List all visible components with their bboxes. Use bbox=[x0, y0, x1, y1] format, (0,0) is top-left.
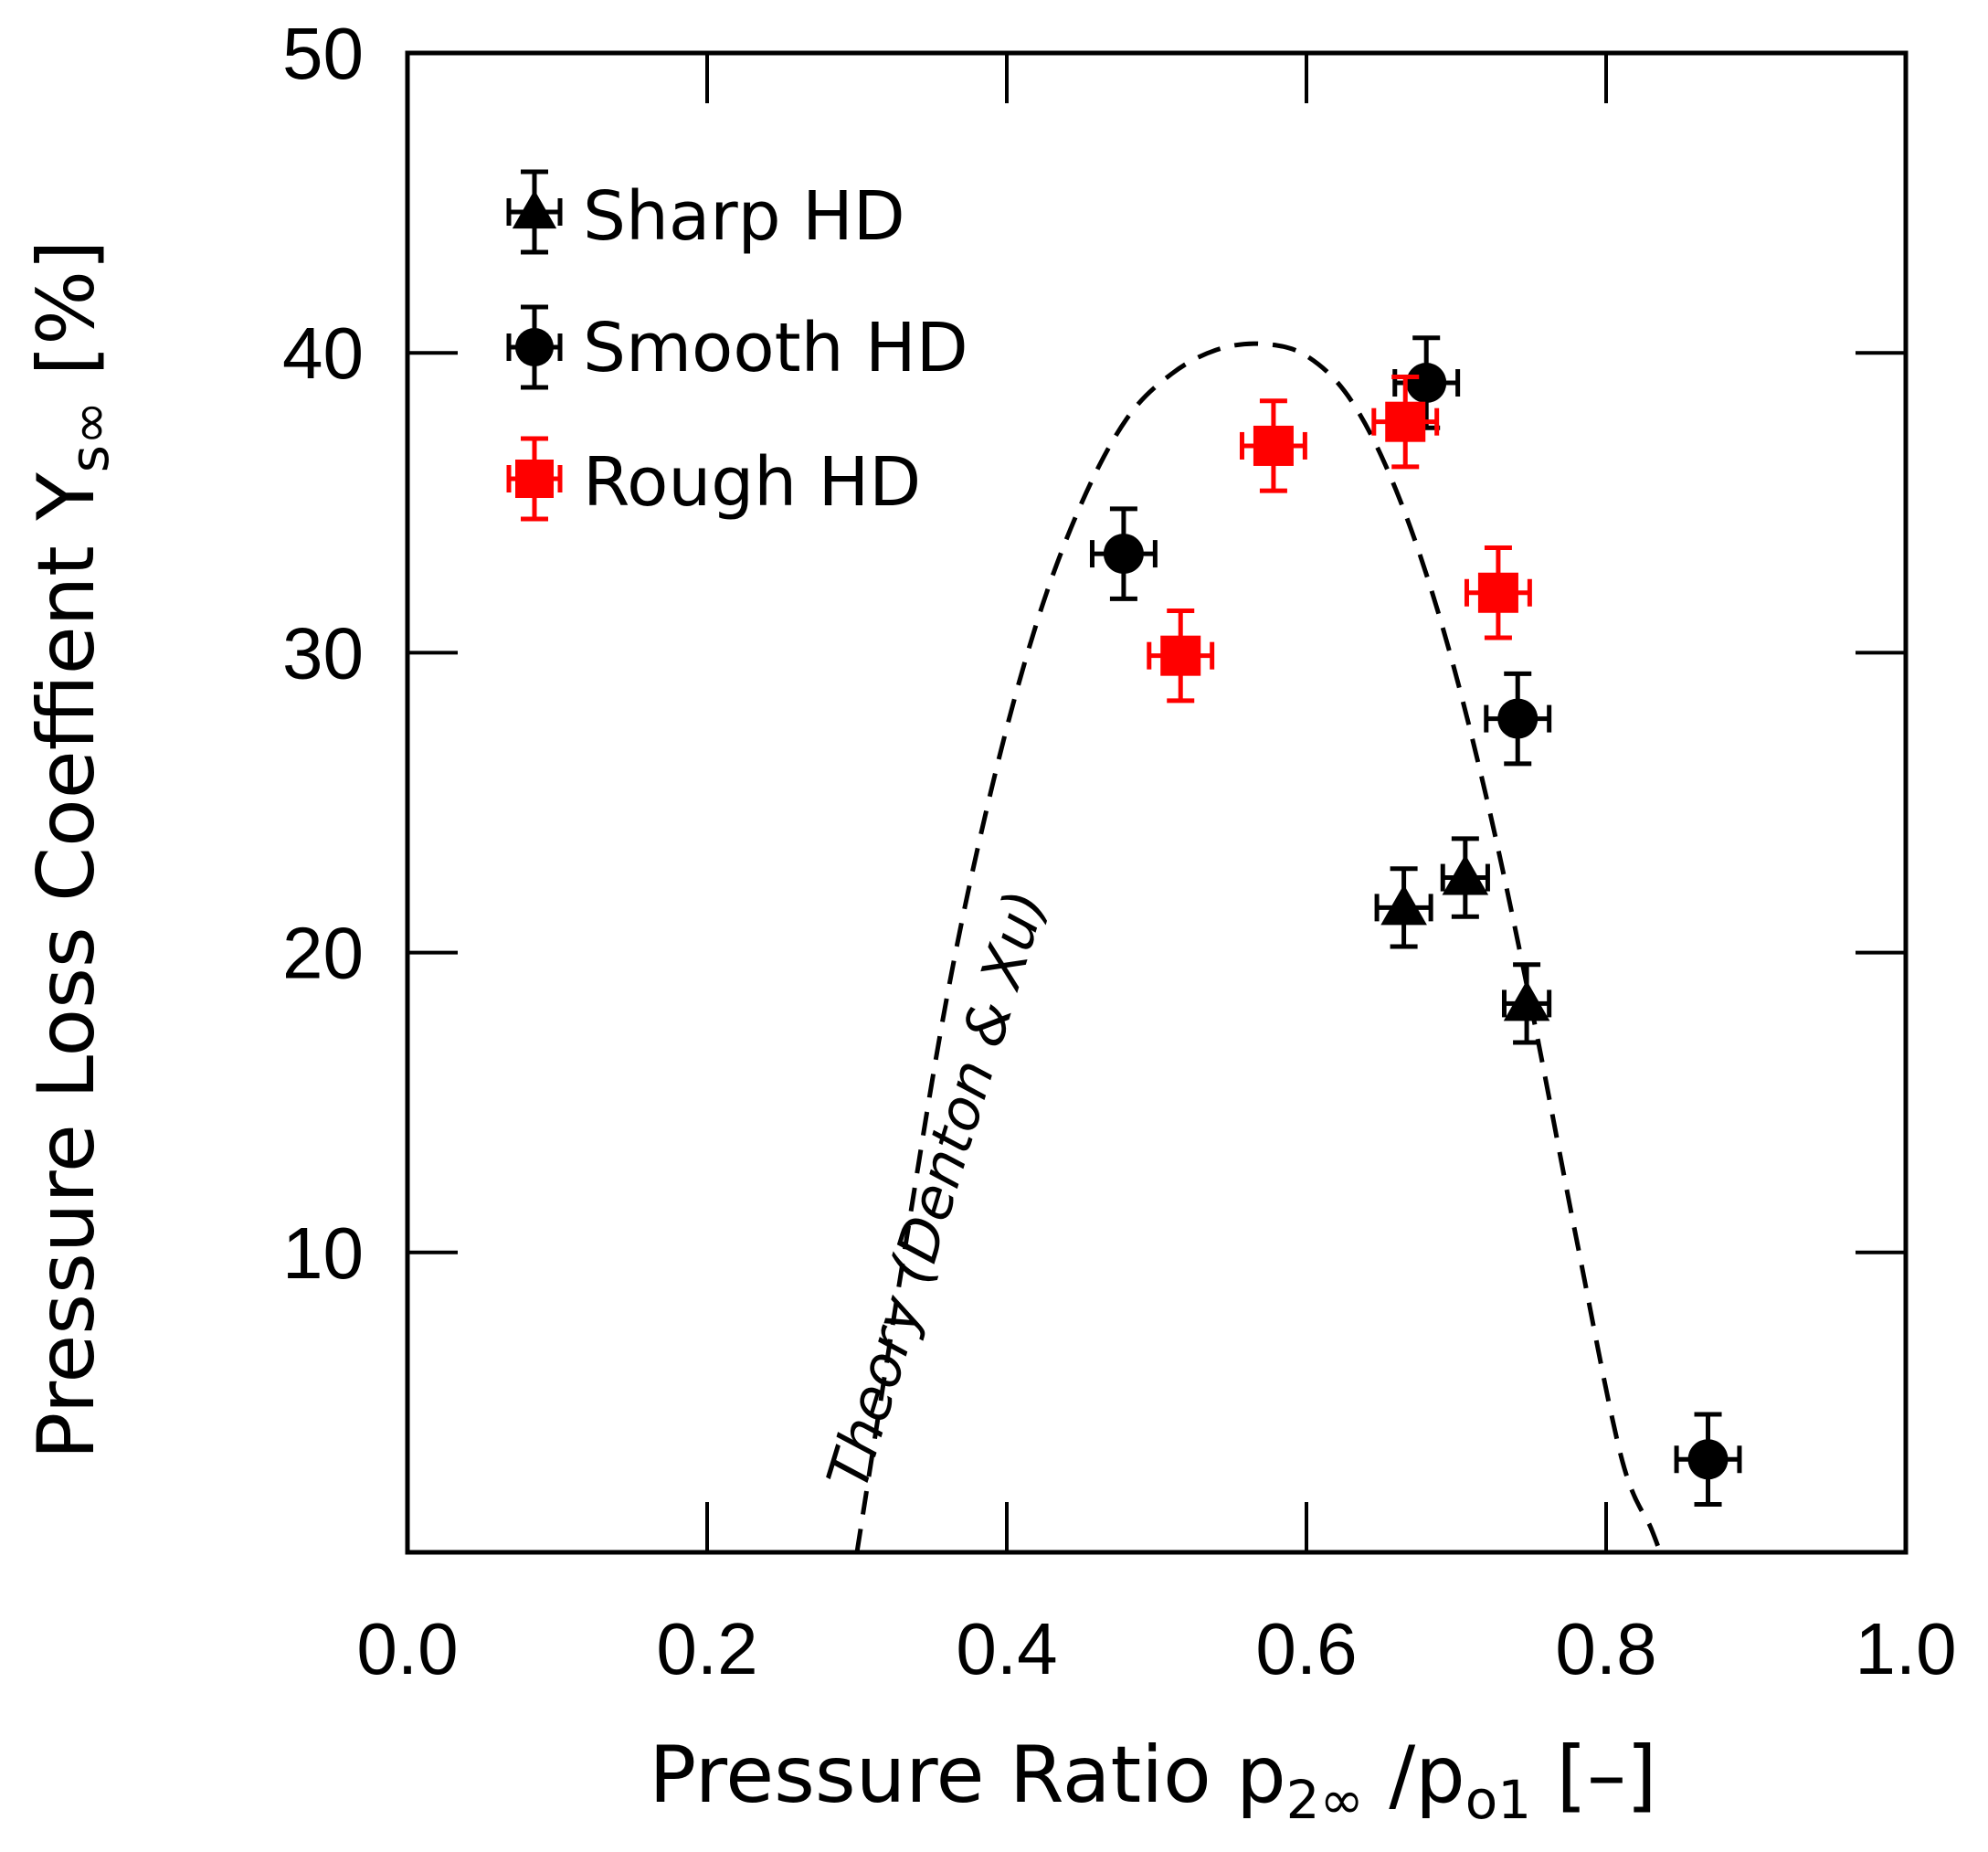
x-tick-label: 0.2 bbox=[656, 1608, 757, 1689]
y-axis-label: Pressure Loss Coeffient Ys∞ [%] bbox=[21, 240, 121, 1460]
smooth-hd-point bbox=[1674, 1412, 1742, 1507]
legend bbox=[506, 169, 563, 522]
rough-hd-point bbox=[1239, 398, 1307, 493]
data-markers bbox=[1089, 335, 1742, 1507]
legend-rough-hd-marker bbox=[515, 460, 554, 498]
theory-curve bbox=[854, 341, 1663, 1553]
sharp-hd-point bbox=[1501, 962, 1552, 1045]
y-tick-label: 20 bbox=[282, 913, 364, 994]
legend-sharp-hd-marker bbox=[512, 189, 557, 229]
legend-label-smooth-hd: Smooth HD bbox=[583, 309, 968, 387]
rough-hd-point bbox=[1147, 608, 1215, 704]
x-tick-label: 0.6 bbox=[1255, 1608, 1357, 1689]
sharp-hd-point bbox=[1440, 836, 1490, 919]
legend-smooth-hd-symbol bbox=[506, 304, 563, 390]
y-tick-label: 10 bbox=[282, 1212, 364, 1294]
legend-sharp-hd-symbol bbox=[506, 169, 563, 255]
x-axis-label-main: Pressure Ratio p bbox=[649, 1730, 1285, 1821]
x-axis-label-tail: [–] bbox=[1531, 1730, 1656, 1821]
legend-rough-hd-symbol bbox=[506, 436, 563, 522]
x-axis-label: Pressure Ratio p2∞ /po1 [–] bbox=[649, 1730, 1656, 1831]
rough-hd-marker bbox=[1160, 635, 1201, 676]
smooth-hd-marker bbox=[1406, 363, 1447, 404]
y-axis-label-tail: [%] bbox=[21, 240, 112, 401]
sharp-hd-marker bbox=[1503, 980, 1550, 1021]
rough-hd-marker bbox=[1253, 425, 1294, 466]
legend-label-sharp-hd: Sharp HD bbox=[583, 177, 905, 256]
y-axis-label-main: Pressure Loss Coeffient Y bbox=[21, 472, 112, 1460]
sharp-hd-marker bbox=[1442, 854, 1489, 895]
x-tick-label: 0.0 bbox=[356, 1608, 458, 1689]
smooth-hd-marker bbox=[1497, 698, 1539, 739]
sharp-hd-point bbox=[1374, 866, 1433, 949]
x-tick-label: 1.0 bbox=[1855, 1608, 1956, 1689]
x-axis-label-sub1: 2∞ bbox=[1286, 1769, 1364, 1831]
x-axis-label-mid: /p bbox=[1364, 1730, 1465, 1821]
y-tick-label: 30 bbox=[282, 612, 364, 693]
tick-labels: 0.0 0.2 0.4 0.6 0.8 1.0 10 20 30 40 50 bbox=[282, 13, 1957, 1689]
legend-label-rough-hd: Rough HD bbox=[583, 443, 921, 522]
smooth-hd-marker bbox=[1103, 534, 1144, 575]
smooth-hd-point bbox=[1089, 506, 1158, 601]
legend-smooth-hd-marker bbox=[515, 328, 554, 366]
rough-hd-point bbox=[1464, 545, 1532, 640]
rough-hd-marker bbox=[1385, 401, 1426, 442]
x-tick-label: 0.8 bbox=[1555, 1608, 1656, 1689]
smooth-hd-point bbox=[1484, 671, 1552, 767]
smooth-hd-marker bbox=[1687, 1439, 1729, 1480]
plot-frame bbox=[405, 50, 1909, 1555]
x-tick-label: 0.4 bbox=[956, 1608, 1057, 1689]
axis-ticks bbox=[407, 53, 1906, 1552]
y-axis-label-sub: s∞ bbox=[58, 401, 121, 473]
y-tick-label: 40 bbox=[282, 312, 364, 394]
sharp-hd-marker bbox=[1380, 884, 1427, 926]
rough-hd-point bbox=[1371, 374, 1440, 470]
y-tick-label: 50 bbox=[282, 13, 364, 94]
x-axis-label-sub2: o1 bbox=[1465, 1769, 1531, 1831]
rough-hd-marker bbox=[1477, 572, 1518, 613]
